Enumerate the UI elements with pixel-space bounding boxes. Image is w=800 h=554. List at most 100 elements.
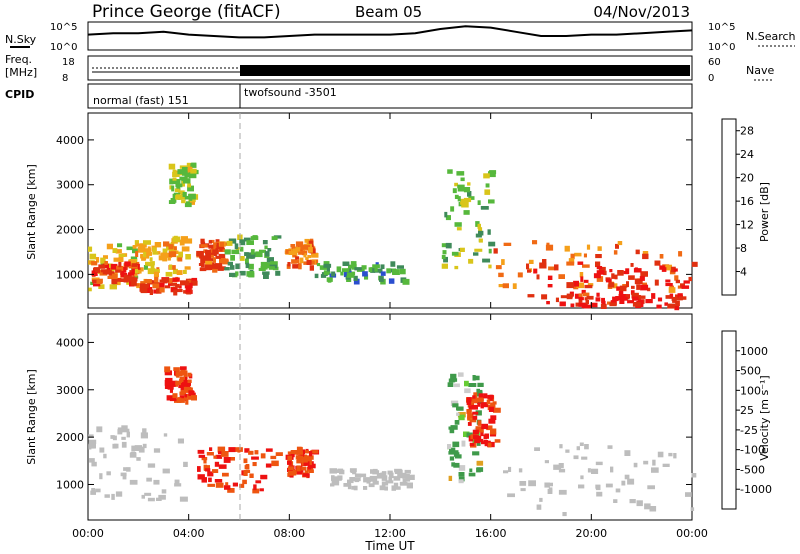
power-cell [574,252,582,257]
velocity-cell [203,459,207,464]
velocity-cell [104,494,110,498]
power-cell [546,301,550,305]
power-cell [585,300,589,305]
velocity-cell [215,454,223,459]
power-cell [175,289,183,293]
nsky-tick-top: 10^5 [50,22,77,33]
velocity-cell [188,390,194,396]
velocity-cell [476,460,484,466]
power-cell [153,289,159,294]
freq-label-line2: [MHz] [5,66,37,79]
velocity-cell [404,469,411,474]
velocity-cell [473,375,480,381]
power-cell [654,260,661,266]
power-cell [173,289,178,296]
velocity-cell [120,472,127,477]
velocity-cell [207,483,215,487]
power-cell [117,243,123,248]
power-cell [681,285,690,289]
power-cell [101,269,107,273]
velocity-cell [621,480,626,486]
power-cell [178,190,185,195]
power-cell [586,295,594,300]
power-cell [156,288,162,294]
velocity-cell [393,482,399,487]
power-cell [526,263,530,270]
velocity-cell [458,414,465,421]
power-cell [112,248,118,253]
power-cell [586,244,591,250]
power-cell [361,265,367,270]
velocity-cell [649,506,657,512]
power-cell [634,278,643,285]
velocity-cell [394,468,402,473]
power-cell [305,257,309,261]
velocity-cell [454,420,460,425]
power-cell [106,263,113,268]
velocity-cell [448,378,456,383]
velocity-cell [243,470,248,476]
power-cell [219,241,225,247]
power-cell [392,268,396,275]
power-cell [184,238,193,244]
power-cell [130,281,137,286]
power-cell [91,261,98,266]
power-cell [91,277,100,281]
power-cell [245,258,249,265]
velocity-cell [187,379,192,383]
velocity-cell [448,475,453,481]
power-cell [182,192,187,197]
power-cell [140,281,146,285]
power-cell [628,275,635,280]
velocity-cell [187,393,193,400]
velocity-cell [472,429,479,435]
power-cell [98,264,106,269]
power-cell [584,284,593,289]
velocity-cell [519,481,527,486]
velocity-cell [627,478,635,485]
power-cell [130,277,135,281]
velocity-cell [296,468,304,475]
velocity-cell [487,442,492,448]
velocity-cell [565,449,570,453]
velocity-cell [191,395,197,401]
power-cell [456,171,465,176]
power-cell [651,293,656,299]
velocity-cell [464,388,471,394]
velocity-cell [287,460,292,465]
velocity-cell [458,372,464,377]
power-cell [674,275,679,281]
power-cell [445,215,451,221]
velocity-cell [381,471,387,475]
power-cell [346,272,355,278]
velocity-cell [520,488,526,492]
power-cell [597,246,602,251]
velocity-cell [352,468,357,475]
power-cell [326,266,330,272]
velocity-cell [486,425,493,431]
power-cell [362,271,368,277]
power-cell [275,270,281,276]
velocity-colorbar-tick-label: 25 [740,404,754,417]
velocity-cell [349,477,356,482]
power-cell [451,251,459,256]
power-cell [308,247,313,253]
velocity-cell [131,445,136,452]
power-cell [533,268,538,274]
velocity-cell [629,499,636,504]
power-cell [250,249,255,255]
power-cell [141,257,146,261]
power-cell [201,255,208,261]
power-cell [136,267,144,271]
power-cell [595,297,601,302]
power-cell [154,276,159,283]
velocity-cell [287,466,294,471]
power-cell [196,250,204,257]
power-cell [640,271,648,277]
velocity-cell [458,472,465,477]
power-cell [115,280,121,286]
velocity-cell [88,439,97,444]
velocity-cell [224,485,231,490]
velocity-cell [483,393,488,399]
velocity-cell [353,485,358,491]
